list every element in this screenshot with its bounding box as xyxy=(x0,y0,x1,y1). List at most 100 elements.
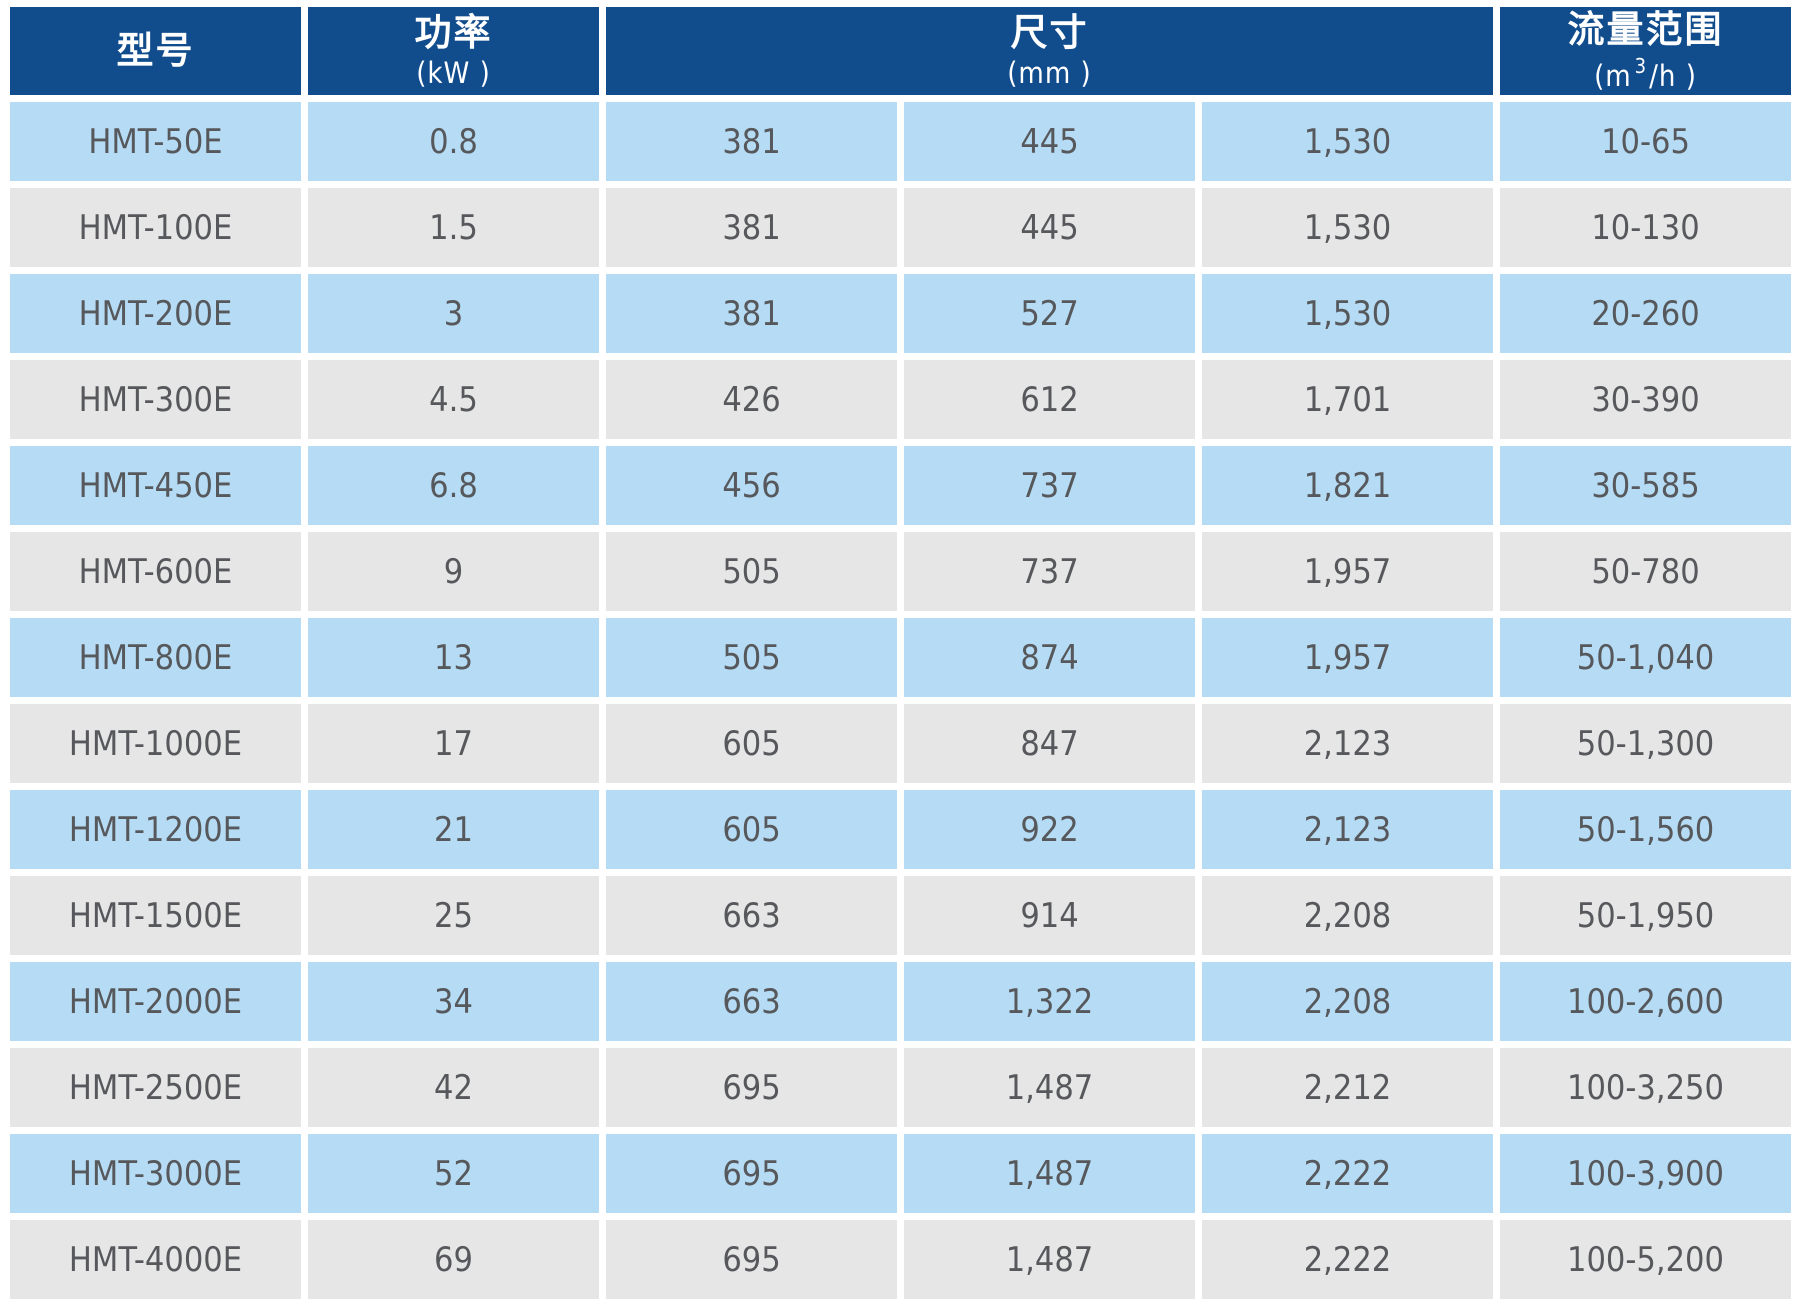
dimension-2-cell: 874 xyxy=(904,618,1195,697)
product-spec-table: 型号 功率 (kW ) 尺寸 (mm ) 流量范围 (m 3/h ) HMT-50… xyxy=(3,0,1798,1306)
dimension-1-cell: 426 xyxy=(606,360,897,439)
header-row: 型号 功率 (kW ) 尺寸 (mm ) 流量范围 (m 3/h ) xyxy=(10,7,1791,95)
flow-range-cell: 100-3,250 xyxy=(1500,1048,1791,1127)
power-cell: 21 xyxy=(308,790,599,869)
flow-range-cell: 50-780 xyxy=(1500,532,1791,611)
flow-range-cell: 30-585 xyxy=(1500,446,1791,525)
table-row: HMT-1200E 21 605 922 2,123 50-1,560 xyxy=(10,790,1791,869)
dimension-2-cell: 1,487 xyxy=(904,1134,1195,1213)
dimension-1-cell: 605 xyxy=(606,704,897,783)
header-model: 型号 xyxy=(10,7,301,95)
model-cell: HMT-3000E xyxy=(10,1134,301,1213)
header-model-title: 型号 xyxy=(116,28,195,72)
power-cell: 34 xyxy=(308,962,599,1041)
dimension-3-cell: 2,212 xyxy=(1202,1048,1493,1127)
table-body: HMT-50E 0.8 381 445 1,530 10-65 HMT-100E 1.5 381… xyxy=(10,102,1791,1299)
dimension-3-cell: 1,957 xyxy=(1202,618,1493,697)
table-row: HMT-3000E 52 695 1,487 2,222 100-3,900 xyxy=(10,1134,1791,1213)
header-power-unit: (kW ) xyxy=(416,55,491,90)
table-row: HMT-100E 1.5 381 445 1,530 10-130 xyxy=(10,188,1791,267)
flow-range-cell: 50-1,950 xyxy=(1500,876,1791,955)
model-cell: HMT-300E xyxy=(10,360,301,439)
power-cell: 6.8 xyxy=(308,446,599,525)
flow-unit-suffix: /h ) xyxy=(1649,58,1697,93)
dimension-3-cell: 2,222 xyxy=(1202,1134,1493,1213)
dimension-2-cell: 847 xyxy=(904,704,1195,783)
table-row: HMT-600E 9 505 737 1,957 50-780 xyxy=(10,532,1791,611)
dimension-3-cell: 2,222 xyxy=(1202,1220,1493,1299)
dimension-3-cell: 1,821 xyxy=(1202,446,1493,525)
dimension-2-cell: 914 xyxy=(904,876,1195,955)
model-cell: HMT-200E xyxy=(10,274,301,353)
dimension-3-cell: 2,208 xyxy=(1202,962,1493,1041)
dimension-2-cell: 445 xyxy=(904,188,1195,267)
table-row: HMT-800E 13 505 874 1,957 50-1,040 xyxy=(10,618,1791,697)
flow-range-cell: 100-5,200 xyxy=(1500,1220,1791,1299)
dimension-1-cell: 605 xyxy=(606,790,897,869)
flow-range-cell: 50-1,300 xyxy=(1500,704,1791,783)
dimension-2-cell: 737 xyxy=(904,446,1195,525)
flow-range-cell: 20-260 xyxy=(1500,274,1791,353)
flow-range-cell: 100-3,900 xyxy=(1500,1134,1791,1213)
dimension-1-cell: 505 xyxy=(606,618,897,697)
dimension-3-cell: 1,530 xyxy=(1202,188,1493,267)
dimension-3-cell: 2,208 xyxy=(1202,876,1493,955)
table-row: HMT-4000E 69 695 1,487 2,222 100-5,200 xyxy=(10,1220,1791,1299)
dimension-1-cell: 505 xyxy=(606,532,897,611)
header-dimensions: 尺寸 (mm ) xyxy=(606,7,1493,95)
dimension-1-cell: 695 xyxy=(606,1220,897,1299)
dimension-1-cell: 456 xyxy=(606,446,897,525)
flow-range-cell: 50-1,040 xyxy=(1500,618,1791,697)
dimension-2-cell: 737 xyxy=(904,532,1195,611)
dimension-2-cell: 1,487 xyxy=(904,1220,1195,1299)
dimension-3-cell: 1,957 xyxy=(1202,532,1493,611)
model-cell: HMT-2500E xyxy=(10,1048,301,1127)
power-cell: 1.5 xyxy=(308,188,599,267)
power-cell: 25 xyxy=(308,876,599,955)
table-row: HMT-2000E 34 663 1,322 2,208 100-2,600 xyxy=(10,962,1791,1041)
header-dimensions-unit: (mm ) xyxy=(1007,55,1092,90)
power-cell: 0.8 xyxy=(308,102,599,181)
table-header: 型号 功率 (kW ) 尺寸 (mm ) 流量范围 (m 3/h ) xyxy=(10,7,1791,95)
dimension-2-cell: 527 xyxy=(904,274,1195,353)
power-cell: 13 xyxy=(308,618,599,697)
model-cell: HMT-2000E xyxy=(10,962,301,1041)
dimension-2-cell: 922 xyxy=(904,790,1195,869)
model-cell: HMT-450E xyxy=(10,446,301,525)
dimension-2-cell: 1,487 xyxy=(904,1048,1195,1127)
power-cell: 69 xyxy=(308,1220,599,1299)
dimension-3-cell: 2,123 xyxy=(1202,704,1493,783)
power-cell: 3 xyxy=(308,274,599,353)
dimension-1-cell: 663 xyxy=(606,876,897,955)
power-cell: 17 xyxy=(308,704,599,783)
dimension-3-cell: 1,530 xyxy=(1202,102,1493,181)
model-cell: HMT-1200E xyxy=(10,790,301,869)
header-flow-range: 流量范围 (m 3/h ) xyxy=(1500,7,1791,95)
table-row: HMT-1000E 17 605 847 2,123 50-1,300 xyxy=(10,704,1791,783)
table-row: HMT-300E 4.5 426 612 1,701 30-390 xyxy=(10,360,1791,439)
dimension-3-cell: 1,701 xyxy=(1202,360,1493,439)
flow-unit-superscript: 3 xyxy=(1634,53,1648,78)
dimension-3-cell: 2,123 xyxy=(1202,790,1493,869)
dimension-1-cell: 381 xyxy=(606,102,897,181)
header-power: 功率 (kW ) xyxy=(308,7,599,95)
model-cell: HMT-4000E xyxy=(10,1220,301,1299)
header-flow-range-title: 流量范围 xyxy=(1567,8,1724,52)
power-cell: 4.5 xyxy=(308,360,599,439)
table-row: HMT-50E 0.8 381 445 1,530 10-65 xyxy=(10,102,1791,181)
power-cell: 42 xyxy=(308,1048,599,1127)
table-row: HMT-450E 6.8 456 737 1,821 30-585 xyxy=(10,446,1791,525)
dimension-1-cell: 663 xyxy=(606,962,897,1041)
dimension-1-cell: 695 xyxy=(606,1048,897,1127)
model-cell: HMT-800E xyxy=(10,618,301,697)
power-cell: 52 xyxy=(308,1134,599,1213)
table-row: HMT-1500E 25 663 914 2,208 50-1,950 xyxy=(10,876,1791,955)
dimension-2-cell: 445 xyxy=(904,102,1195,181)
flow-unit-prefix: (m xyxy=(1594,58,1632,93)
flow-range-cell: 30-390 xyxy=(1500,360,1791,439)
flow-range-cell: 10-130 xyxy=(1500,188,1791,267)
model-cell: HMT-100E xyxy=(10,188,301,267)
flow-range-cell: 50-1,560 xyxy=(1500,790,1791,869)
dimension-1-cell: 381 xyxy=(606,188,897,267)
